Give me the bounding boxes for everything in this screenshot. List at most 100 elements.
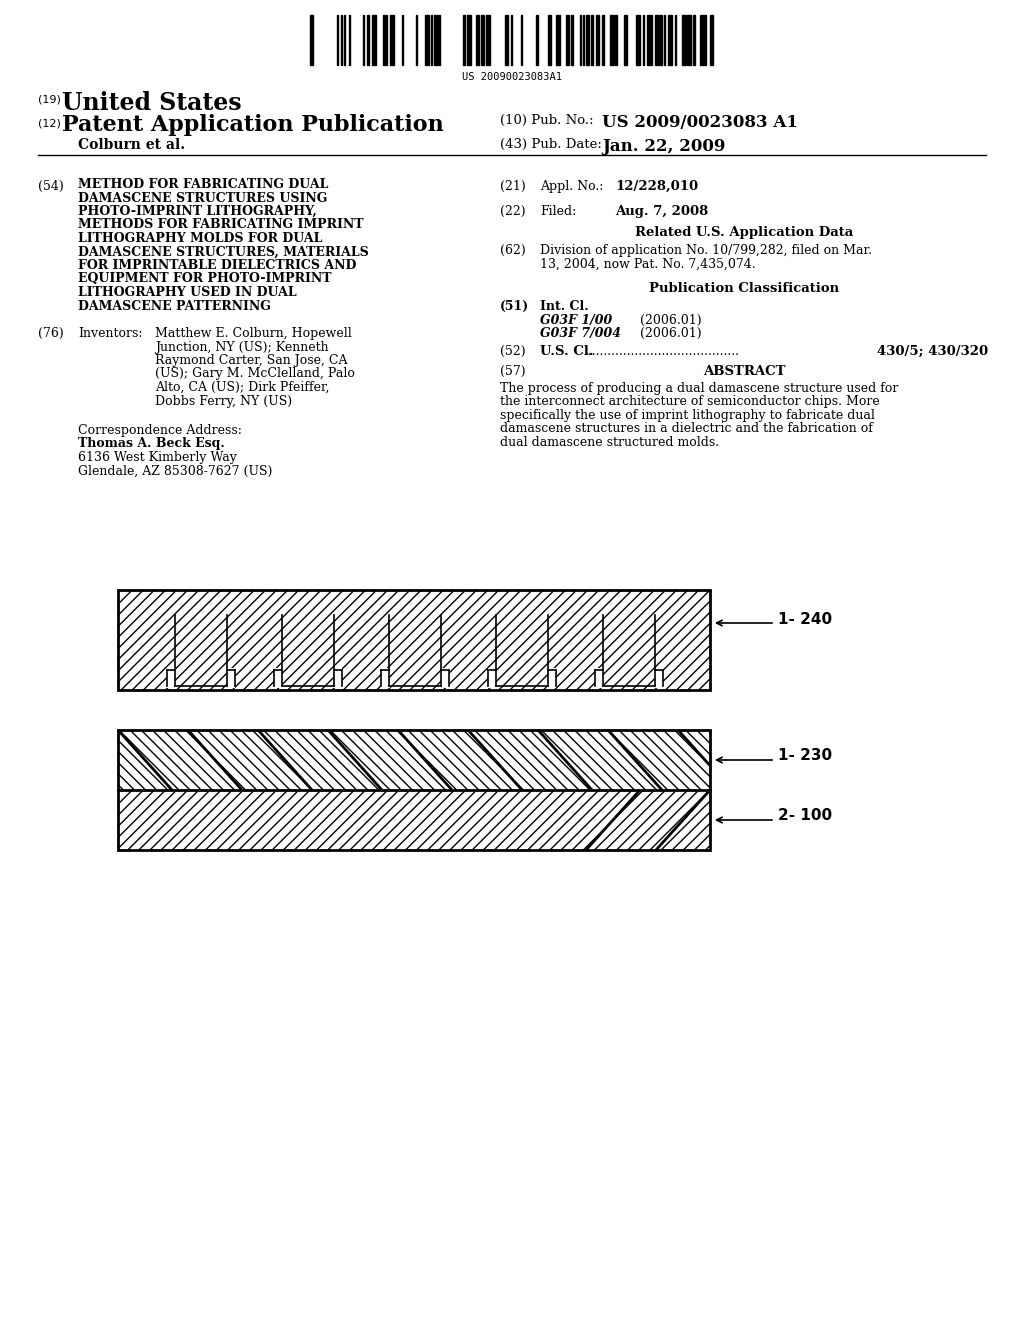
Bar bbox=[682, 15, 686, 65]
Bar bbox=[505, 15, 508, 65]
Bar bbox=[536, 15, 538, 65]
Bar bbox=[614, 15, 617, 65]
Text: DAMASCENE STRUCTURES USING: DAMASCENE STRUCTURES USING bbox=[78, 191, 328, 205]
Text: Glendale, AZ 85308-7627 (US): Glendale, AZ 85308-7627 (US) bbox=[78, 465, 272, 478]
Bar bbox=[118, 789, 710, 850]
Text: Appl. No.:: Appl. No.: bbox=[540, 180, 603, 193]
Bar bbox=[647, 15, 650, 65]
Text: (2006.01): (2006.01) bbox=[640, 314, 701, 327]
Bar bbox=[120, 615, 708, 686]
Bar bbox=[334, 615, 389, 686]
Bar bbox=[636, 15, 640, 65]
Bar bbox=[310, 15, 313, 65]
Text: (76): (76) bbox=[38, 327, 63, 341]
Text: dual damascene structured molds.: dual damascene structured molds. bbox=[500, 436, 719, 449]
Bar bbox=[655, 615, 709, 686]
Text: (52): (52) bbox=[500, 345, 525, 358]
Bar bbox=[467, 15, 471, 65]
Bar bbox=[274, 668, 283, 688]
Text: Related U.S. Application Data: Related U.S. Application Data bbox=[635, 226, 853, 239]
Text: (51): (51) bbox=[500, 300, 529, 313]
Bar bbox=[586, 15, 589, 65]
Bar bbox=[381, 668, 390, 688]
Bar bbox=[367, 15, 369, 65]
Bar bbox=[425, 15, 429, 65]
Bar bbox=[668, 15, 672, 65]
Text: Aug. 7, 2008: Aug. 7, 2008 bbox=[615, 205, 709, 218]
Text: Int. Cl.: Int. Cl. bbox=[540, 300, 589, 313]
Bar bbox=[710, 15, 713, 65]
Bar bbox=[488, 668, 497, 688]
Bar bbox=[118, 590, 710, 690]
Bar bbox=[333, 668, 342, 688]
Text: 1- 240: 1- 240 bbox=[778, 611, 833, 627]
Bar bbox=[476, 15, 479, 65]
Text: Junction, NY (US); Kenneth: Junction, NY (US); Kenneth bbox=[155, 341, 329, 354]
Text: ABSTRACT: ABSTRACT bbox=[702, 366, 785, 378]
Bar bbox=[571, 15, 573, 65]
Bar bbox=[282, 615, 334, 686]
Text: (10) Pub. No.:: (10) Pub. No.: bbox=[500, 114, 594, 127]
Bar bbox=[610, 15, 613, 65]
Bar bbox=[693, 15, 695, 65]
Bar bbox=[595, 668, 604, 688]
Text: (54): (54) bbox=[38, 180, 63, 193]
Text: damascene structures in a dielectric and the fabrication of: damascene structures in a dielectric and… bbox=[500, 422, 872, 436]
Text: Thomas A. Beck Esq.: Thomas A. Beck Esq. bbox=[78, 437, 224, 450]
Text: Inventors:: Inventors: bbox=[78, 327, 142, 341]
Bar bbox=[389, 671, 441, 686]
Text: US 20090023083A1: US 20090023083A1 bbox=[462, 73, 562, 82]
Bar bbox=[624, 15, 627, 65]
Text: Matthew E. Colburn, Hopewell: Matthew E. Colburn, Hopewell bbox=[155, 327, 352, 341]
Bar bbox=[383, 15, 385, 65]
Bar bbox=[687, 15, 691, 65]
Bar bbox=[463, 15, 465, 65]
Bar bbox=[389, 615, 441, 686]
Bar bbox=[556, 15, 560, 65]
Text: ........................................: ........................................ bbox=[585, 345, 740, 358]
Text: DAMASCENE PATTERNING: DAMASCENE PATTERNING bbox=[78, 300, 271, 313]
Text: 430/5; 430/320: 430/5; 430/320 bbox=[877, 345, 988, 358]
Text: (US); Gary M. McClelland, Palo: (US); Gary M. McClelland, Palo bbox=[155, 367, 355, 380]
Text: Jan. 22, 2009: Jan. 22, 2009 bbox=[602, 139, 725, 154]
Bar bbox=[372, 15, 376, 65]
Text: G03F 7/004: G03F 7/004 bbox=[540, 327, 621, 341]
Text: (19): (19) bbox=[38, 95, 60, 106]
Bar bbox=[481, 15, 484, 65]
Text: the interconnect architecture of semiconductor chips. More: the interconnect architecture of semicon… bbox=[500, 396, 880, 408]
Text: Colburn et al.: Colburn et al. bbox=[78, 139, 185, 152]
Bar bbox=[441, 615, 496, 686]
Bar bbox=[547, 668, 556, 688]
Text: specifically the use of imprint lithography to fabricate dual: specifically the use of imprint lithogra… bbox=[500, 409, 874, 422]
Text: PHOTO-IMPRINT LITHOGRAPHY,: PHOTO-IMPRINT LITHOGRAPHY, bbox=[78, 205, 316, 218]
Bar bbox=[167, 668, 176, 688]
Text: United States: United States bbox=[62, 91, 242, 115]
Bar bbox=[226, 668, 234, 688]
Text: FOR IMPRINTABLE DIELECTRICS AND: FOR IMPRINTABLE DIELECTRICS AND bbox=[78, 259, 356, 272]
Text: LITHOGRAPHY MOLDS FOR DUAL: LITHOGRAPHY MOLDS FOR DUAL bbox=[78, 232, 323, 246]
Text: (57): (57) bbox=[500, 366, 525, 378]
Bar bbox=[496, 615, 548, 686]
Text: Publication Classification: Publication Classification bbox=[649, 282, 839, 294]
Text: (62): (62) bbox=[500, 244, 525, 257]
Bar bbox=[602, 15, 604, 65]
Text: DAMASCENE STRUCTURES, MATERIALS: DAMASCENE STRUCTURES, MATERIALS bbox=[78, 246, 369, 259]
Bar bbox=[658, 15, 662, 65]
Bar bbox=[118, 730, 710, 789]
Text: U.S. Cl.: U.S. Cl. bbox=[540, 345, 594, 358]
Text: METHOD FOR FABRICATING DUAL: METHOD FOR FABRICATING DUAL bbox=[78, 178, 329, 191]
Text: US 2009/0023083 A1: US 2009/0023083 A1 bbox=[602, 114, 798, 131]
Text: 2- 100: 2- 100 bbox=[778, 808, 833, 824]
Text: EQUIPMENT FOR PHOTO-IMPRINT: EQUIPMENT FOR PHOTO-IMPRINT bbox=[78, 272, 332, 285]
Bar bbox=[175, 615, 227, 686]
Bar bbox=[434, 15, 438, 65]
Bar bbox=[118, 730, 710, 850]
Text: 6136 West Kimberly Way: 6136 West Kimberly Way bbox=[78, 451, 237, 465]
Bar bbox=[175, 671, 227, 686]
Text: (22): (22) bbox=[500, 205, 525, 218]
Bar bbox=[548, 15, 551, 65]
Text: Raymond Carter, San Jose, CA: Raymond Carter, San Jose, CA bbox=[155, 354, 347, 367]
Text: Patent Application Publication: Patent Application Publication bbox=[62, 114, 443, 136]
Bar bbox=[591, 15, 593, 65]
Text: Dobbs Ferry, NY (US): Dobbs Ferry, NY (US) bbox=[155, 395, 292, 408]
